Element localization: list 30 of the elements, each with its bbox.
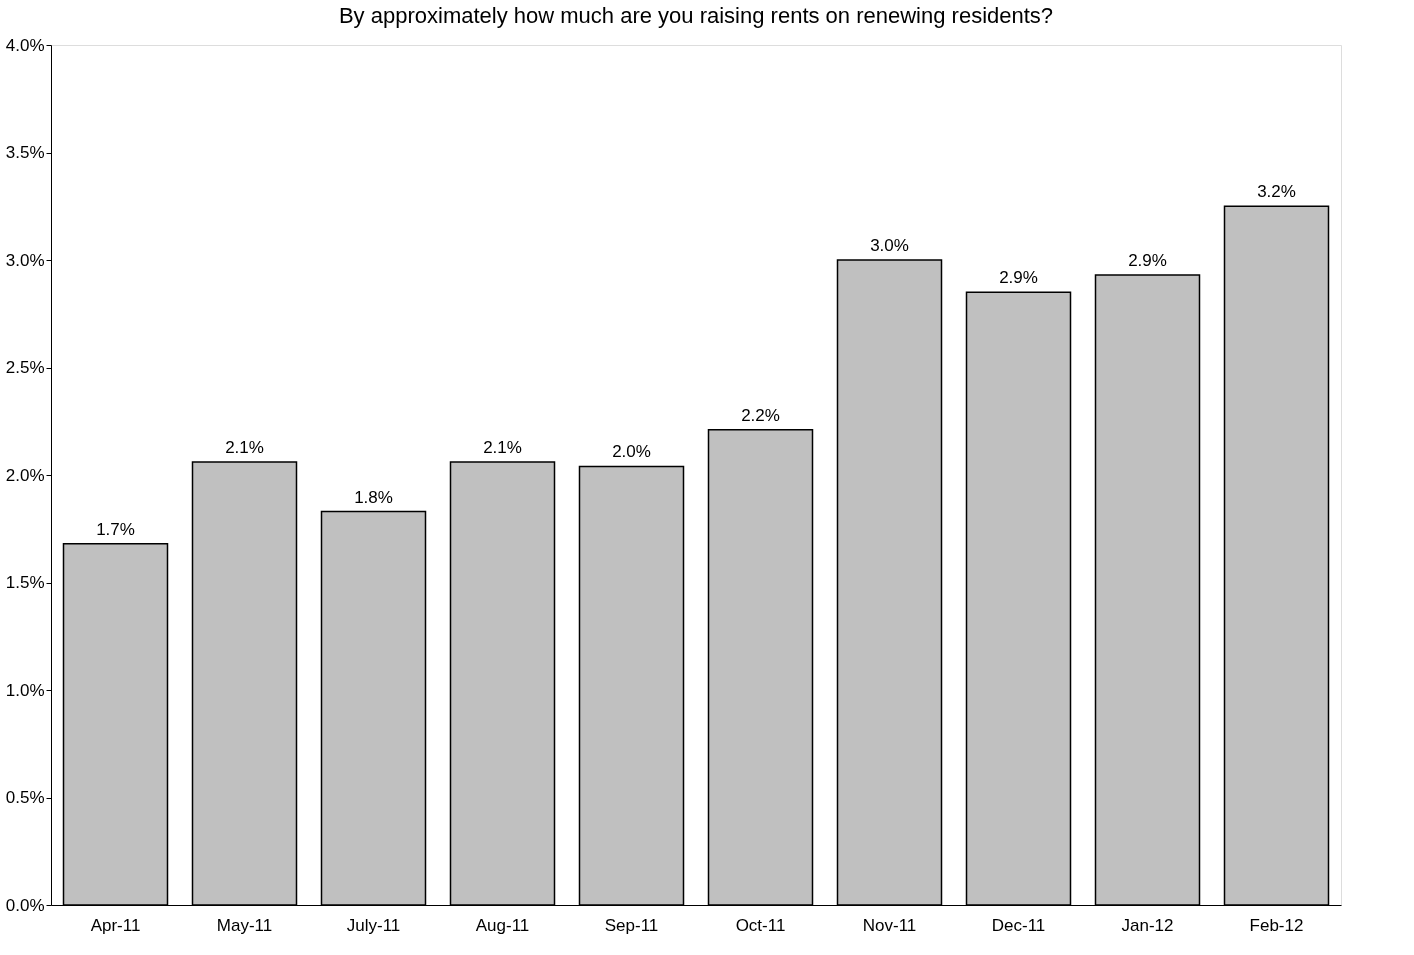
data-label: 2.0% <box>612 442 651 462</box>
x-tick-label: Nov-11 <box>862 915 917 935</box>
data-label: 2.2% <box>741 405 780 425</box>
x-tick-label: Sep-11 <box>604 915 659 935</box>
data-label: 1.7% <box>96 519 135 539</box>
data-label: 3.2% <box>1257 182 1296 202</box>
x-tick-label: Jan-12 <box>1121 915 1174 935</box>
y-tick-label: 3.0% <box>5 250 45 270</box>
chart-title: By approximately how much are you raising rents on renewing residents? <box>338 3 1054 28</box>
x-tick-label: Oct-11 <box>735 915 786 935</box>
x-tick-label: May-11 <box>216 915 273 935</box>
data-label: 2.9% <box>999 268 1038 288</box>
data-label: 1.8% <box>354 487 393 507</box>
y-tick-label: 0.5% <box>5 788 45 807</box>
data-label: 2.9% <box>1128 251 1167 271</box>
y-tick-label: 2.5% <box>5 358 45 377</box>
data-label: 3.0% <box>870 236 909 255</box>
y-tick-label: 1.5% <box>5 573 45 592</box>
x-tick-label: Dec-11 <box>991 915 1046 935</box>
y-tick-label: 4.0% <box>5 35 45 55</box>
x-tick-label: Feb-12 <box>1249 915 1304 935</box>
x-tick-label: Aug-11 <box>475 915 530 935</box>
y-tick-label: 0.0% <box>5 895 45 915</box>
x-tick-label: Apr-11 <box>90 915 141 935</box>
y-tick-label: 2.0% <box>5 465 45 485</box>
data-label: 2.1% <box>483 438 522 458</box>
y-tick-label: 3.5% <box>5 143 45 162</box>
data-label: 2.1% <box>225 438 264 458</box>
x-tick-label: July-11 <box>346 915 401 935</box>
y-tick-label: 1.0% <box>5 680 45 700</box>
